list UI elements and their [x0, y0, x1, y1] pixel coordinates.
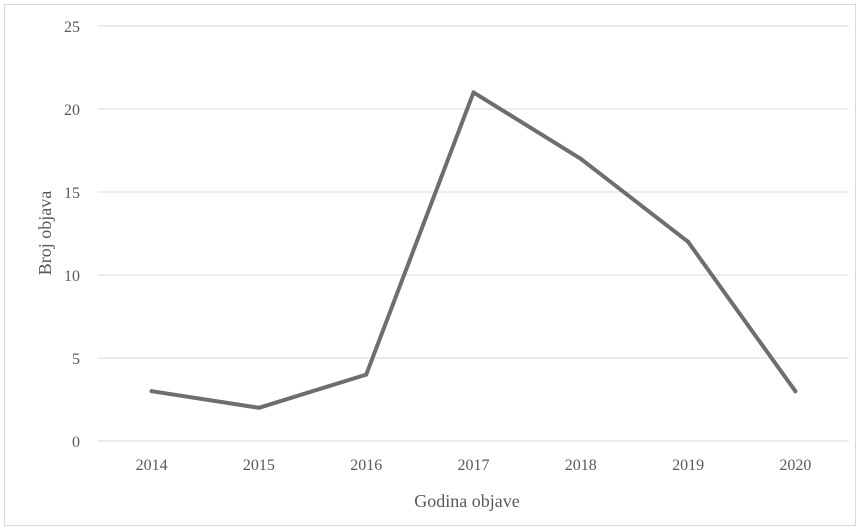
series-line: [149, 90, 798, 410]
data-point: [149, 389, 154, 394]
x-axis-ticks: 2014 2015 2016 2017 2018 2019 2020: [136, 457, 812, 474]
x-tick-label: 2017: [458, 457, 490, 474]
gridlines: [98, 25, 849, 442]
y-tick-label: 25: [64, 19, 80, 36]
y-tick-label: 20: [64, 102, 80, 119]
x-tick-label: 2019: [672, 457, 704, 474]
x-axis-title: Godina objave: [414, 491, 519, 511]
data-point: [471, 90, 476, 95]
data-point: [578, 156, 583, 161]
series-group: [149, 90, 798, 410]
x-tick-label: 2016: [350, 457, 382, 474]
x-tick-label: 2014: [136, 457, 168, 474]
y-tick-label: 0: [72, 434, 80, 451]
y-tick-label: 5: [72, 351, 80, 368]
y-tick-label: 15: [64, 185, 80, 202]
y-axis-ticks: 0 5 10 15 20 25: [64, 19, 80, 451]
chart-frame: [4, 4, 856, 526]
data-point: [686, 239, 691, 244]
x-tick-label: 2015: [243, 457, 275, 474]
x-tick-label: 2018: [565, 457, 597, 474]
data-point: [256, 405, 261, 410]
x-tick-label: 2020: [779, 457, 811, 474]
data-point: [364, 372, 369, 377]
data-point: [793, 389, 798, 394]
y-axis-title: Broj objava: [35, 191, 55, 275]
y-tick-label: 10: [64, 268, 80, 285]
